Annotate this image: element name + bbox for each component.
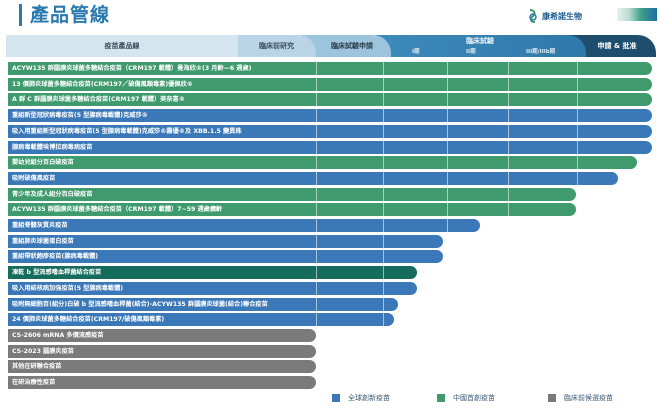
pipeline-bar: 嬰幼兒組分百白破疫苗 [8,156,638,170]
pipeline-bar: ACYW135 群腦膜炎球菌多糖結合疫苗（CRM197 載體）7~59 週歲擴齡 [8,203,576,217]
header-ind-label: 臨床試驗申請 [331,42,373,50]
header-clinical-label: 臨床試驗 [466,37,494,45]
grid-line [577,58,578,390]
pipeline-bar: 在研治療性疫苗 [8,376,316,389]
pipeline-bar: 24 價肺炎球菌多糖結合疫苗(CRM197/破傷風類毒素) [8,313,395,327]
pipeline-bar: 13 價肺炎球菌多糖結合疫苗(CRM197／破傷風類毒素)優佩欣® [8,77,652,91]
pipeline-bar: CS-2023 腦膜炎疫苗 [8,344,316,358]
grid-line [508,58,509,390]
pipeline-bar: 重組脊髓灰質炎疫苗 [8,219,481,232]
header-phase2: II期 [466,49,476,55]
legend-swatch [332,394,340,402]
pipeline-bar: 吸附破傷風疫苗 [8,171,618,185]
header-approval-label: 申請 & 批准 [597,42,637,50]
pipeline-bar: 其他在研聯合疫苗 [8,360,316,374]
pipeline-bar: ACYW135 群腦膜炎球菌多糖結合疫苗（CRM197 載體）曼海欣®(3 月齡… [8,62,652,75]
company-logo: 康希諾生物 [527,8,582,24]
header-ind: 臨床試驗申請 [301,35,391,57]
legend-label: 中國首創疫苗 [453,394,495,402]
pipeline-bar: 吸入用結核病加強疫苗(5 型腺病毒載體) [8,281,417,295]
grid-line [316,58,317,390]
header-product: 疫苗產品線 [6,35,238,57]
header-product-label: 疫苗產品線 [104,42,140,50]
pipeline-bar: CS-2606 mRNA 多價流感疫苗 [8,328,316,342]
header-clinical: 臨床試驗 I期 II期 III期/IIIb期 [376,35,586,57]
pipeline-bar: 青少年及成人組分百白破疫苗 [8,187,576,201]
pipeline-bar: 重組帶狀皰疹疫苗(腺病毒載體) [8,250,443,264]
pipeline-bar: A 群 C 群腦膜炎球菌多糖結合疫苗(CRM197 載體）美奈喜® [8,93,652,107]
legend-swatch [548,394,556,402]
decorative-stripes [617,8,657,21]
legend-label: 臨床前候選疫苗 [564,394,613,402]
header-phase3: III期/IIIb期 [526,49,556,55]
header-approval: 申請 & 批准 [566,35,656,57]
pipeline-bar: 腺病毒載體埃博拉病毒病疫苗 [8,140,652,154]
company-name: 康希諾生物 [542,11,582,21]
page-title: 產品管線 [19,4,110,26]
pipeline-bar: 重組新型冠狀病毒疫苗(5 型腺病毒載體)克威莎® [8,109,652,123]
legend-item-preclinical: 臨床前候選疫苗 [548,393,613,403]
legend-swatch [437,394,445,402]
pipeline-header: 申請 & 批准 臨床試驗 I期 II期 III期/IIIb期 臨床試驗申請 臨床… [6,35,656,57]
pipeline-bar: 吸入用重組新型冠狀病毒疫苗(5 型腺病毒載體)克威莎®霧優®及 XBB.1.5 … [8,124,652,138]
pipeline-bar: 吸附無細胞百(組分)白破 b 型流感嗜血桿菌(結合)-ACYW135 群腦膜炎球… [8,297,399,311]
legend-item-global: 全球創新疫苗 [332,393,390,403]
pipeline-bar: 凍乾 b 型流感嗜血桿菌結合疫苗 [8,266,417,280]
grid-line [383,58,384,390]
legend-label: 全球創新疫苗 [348,394,390,402]
legend-item-china: 中國首創疫苗 [437,393,495,403]
header-preclinical-label: 臨床前研究 [259,42,294,50]
header-phase1: I期 [412,49,420,55]
pipeline-bar: 重組肺炎球菌蛋白疫苗 [8,234,443,248]
grid-line [447,58,448,390]
header-preclinical: 臨床前研究 [221,35,316,57]
cansino-logo-icon [529,9,537,23]
